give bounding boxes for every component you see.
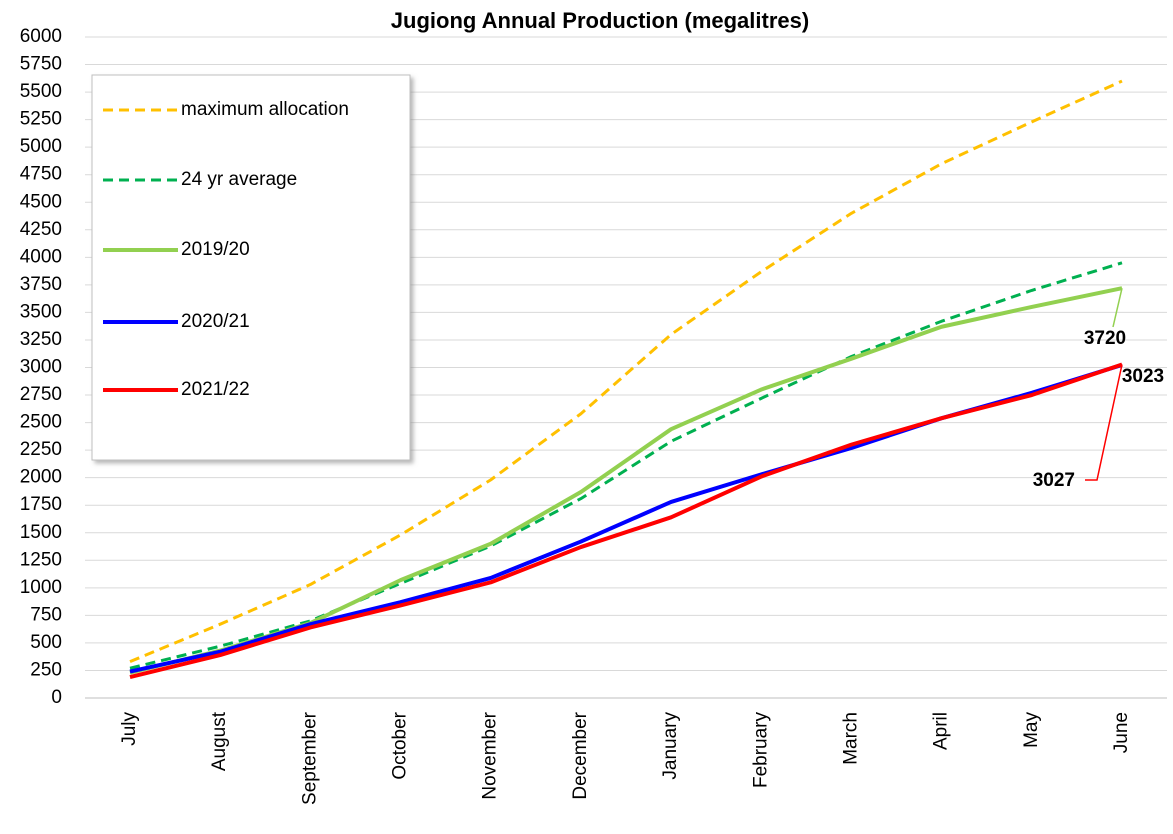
legend-label: 2021/22 — [181, 379, 250, 400]
y-tick-label: 250 — [30, 659, 62, 680]
y-tick-label: 1500 — [20, 522, 62, 543]
y-tick-label: 6000 — [20, 26, 62, 47]
x-tick-label: October — [390, 711, 411, 779]
series-line — [129, 362, 1123, 680]
data-label: 3720 — [1084, 328, 1126, 349]
y-tick-label: 1250 — [20, 549, 62, 570]
x-tick-label: December — [570, 711, 591, 799]
y-tick-label: 3250 — [20, 329, 62, 350]
y-tick-label: 4250 — [20, 219, 62, 240]
series-line — [129, 261, 1123, 670]
leader-line — [1085, 364, 1123, 481]
x-tick-label: May — [1021, 712, 1042, 748]
y-tick-label: 4750 — [20, 164, 62, 185]
y-tick-label: 5500 — [20, 81, 62, 102]
y-tick-label: 5250 — [20, 109, 62, 130]
y-tick-label: 3000 — [20, 357, 62, 378]
legend-label: 2020/21 — [181, 311, 250, 332]
legend-label: maximum allocation — [181, 99, 349, 120]
x-tick-label: November — [480, 711, 501, 799]
x-tick-label: January — [660, 712, 681, 780]
legend-box — [91, 74, 411, 461]
data-label: 3023 — [1122, 366, 1164, 387]
series-line — [129, 79, 1123, 664]
y-tick-label: 2750 — [20, 384, 62, 405]
y-tick-label: 1750 — [20, 494, 62, 515]
x-tick-label: September — [299, 711, 320, 805]
x-tick-label: February — [750, 712, 771, 789]
legend-label: 2019/20 — [181, 239, 250, 260]
x-tick-label: June — [1111, 712, 1132, 753]
leader-line — [1112, 288, 1123, 328]
y-tick-label: 1000 — [20, 577, 62, 598]
y-tick-label: 0 — [51, 687, 62, 708]
data-label: 3027 — [1033, 470, 1075, 491]
y-tick-label: 2250 — [20, 439, 62, 460]
x-tick-label: August — [209, 711, 230, 771]
chart-title: Jugiong Annual Production (megalitres) — [391, 8, 809, 33]
x-tick-label: July — [119, 712, 140, 746]
legend: maximum allocation 24 yr average 2019/20 20… — [91, 74, 411, 461]
y-tick-label: 500 — [30, 632, 62, 653]
y-tick-label: 5000 — [20, 136, 62, 157]
legend-label: 24 yr average — [181, 169, 297, 190]
y-tick-label: 2500 — [20, 412, 62, 433]
y-tick-label: 4500 — [20, 191, 62, 212]
y-tick-label: 2000 — [20, 467, 62, 488]
y-tick-label: 3500 — [20, 301, 62, 322]
y-tick-label: 4000 — [20, 246, 62, 267]
y-tick-label: 5750 — [20, 54, 62, 75]
y-tick-label: 3750 — [20, 274, 62, 295]
x-tick-label: April — [931, 712, 952, 750]
y-tick-label: 750 — [30, 604, 62, 625]
x-tick-label: March — [840, 712, 861, 765]
